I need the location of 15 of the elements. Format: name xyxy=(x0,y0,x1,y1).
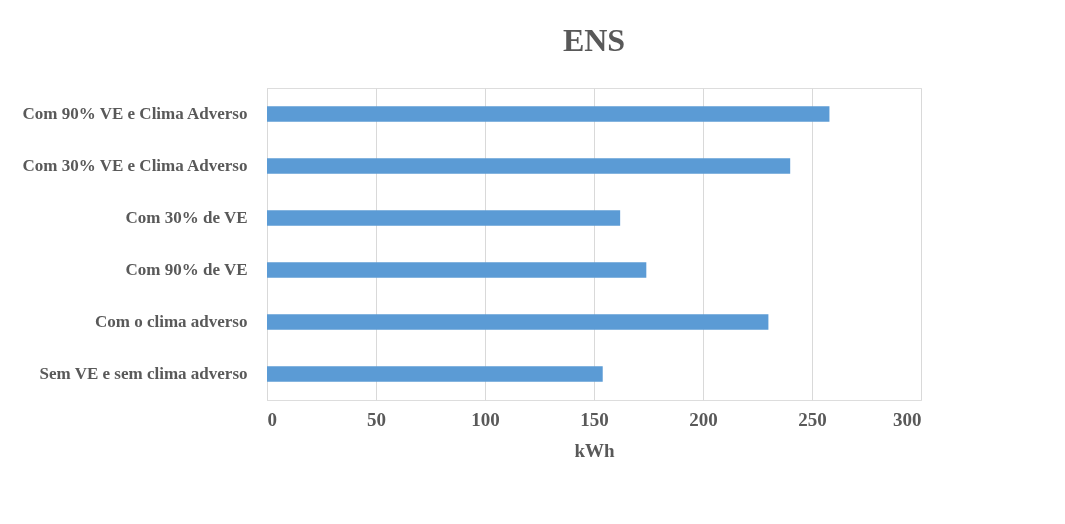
x-tick-label: 0 xyxy=(267,408,277,430)
x-tick-label: 200 xyxy=(689,408,718,430)
x-tick-label: 50 xyxy=(367,408,386,430)
x-axis-title: kWh xyxy=(574,439,615,461)
chart-title: ENS xyxy=(562,22,626,58)
x-tick-label: 250 xyxy=(798,408,827,430)
y-tick-label: Com 90% de VE xyxy=(125,260,248,279)
y-tick-label: Com 30% de VE xyxy=(125,208,248,227)
y-tick-label: Sem VE e sem clima adverso xyxy=(39,364,248,383)
x-tick-label: 100 xyxy=(471,408,500,430)
y-tick-label: Com 90% VE e Clima Adverso xyxy=(22,104,248,123)
y-tick-label: Com o clima adverso xyxy=(94,312,248,331)
x-tick-label: 150 xyxy=(580,408,609,430)
x-tick-label: 300 xyxy=(893,408,922,430)
y-tick-label: Com 30% VE e Clima Adverso xyxy=(22,156,248,175)
